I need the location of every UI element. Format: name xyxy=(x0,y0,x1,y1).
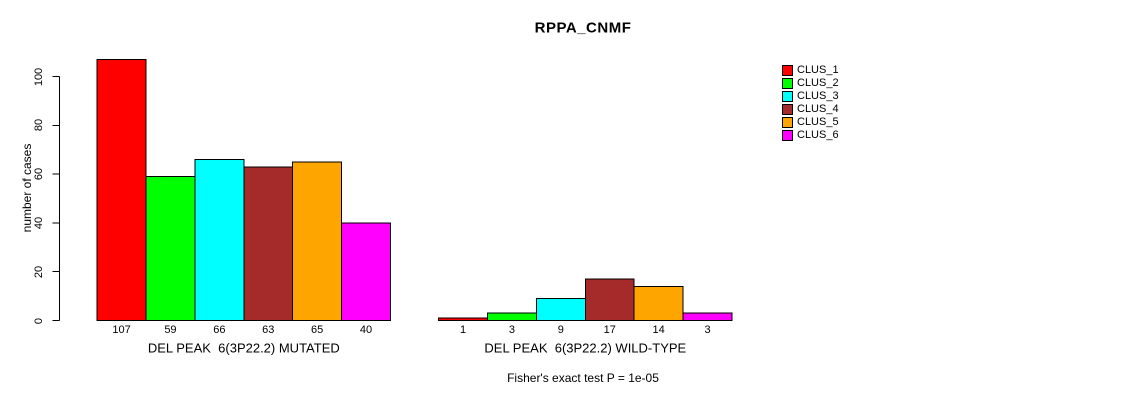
legend: CLUS_1 CLUS_2 CLUS_3 CLUS_4 CLUS_5 CLUS_6 xyxy=(782,65,839,143)
bar-value-label: 14 xyxy=(652,324,665,336)
y-tick-label: 40 xyxy=(33,216,45,230)
bar-value-label: 66 xyxy=(213,324,226,336)
bar-clus_6-wild-type xyxy=(682,312,733,321)
legend-item-clus_6: CLUS_6 xyxy=(782,130,839,141)
bar-value-label: 3 xyxy=(704,324,711,336)
bar-value-label: 65 xyxy=(311,324,324,336)
bar-clus_3-wild-type xyxy=(535,298,586,322)
bar-value-label: 1 xyxy=(459,324,467,336)
y-tick-label: 100 xyxy=(33,67,45,86)
legend-item-clus_5: CLUS_5 xyxy=(782,117,839,128)
bar-value-label: 3 xyxy=(508,324,515,336)
legend-label: CLUS_1 xyxy=(797,64,839,76)
legend-label: CLUS_5 xyxy=(797,116,839,128)
legend-swatch-icon xyxy=(782,104,793,115)
bar-value-label: 63 xyxy=(262,324,275,336)
y-tick-label: 80 xyxy=(33,119,45,132)
bar-value-label: 17 xyxy=(603,324,616,336)
legend-swatch-icon xyxy=(782,130,793,141)
bar-clus_2-mutated xyxy=(145,176,196,321)
legend-label: CLUS_6 xyxy=(797,129,839,141)
y-tick-label: 0 xyxy=(33,317,45,324)
legend-swatch-icon xyxy=(782,117,793,128)
bar-clus_1-wild-type xyxy=(438,317,489,321)
legend-label: CLUS_4 xyxy=(797,103,839,115)
bar-clus_5-mutated xyxy=(292,161,343,321)
bar-clus_5-wild-type xyxy=(633,285,684,321)
bar-clus_4-mutated xyxy=(243,166,294,321)
x-axis-label-wild-type: DEL PEAK 6(3P22.2) WILD-TYPE xyxy=(484,340,687,356)
bar-value-label: 59 xyxy=(164,324,177,336)
bar-clus_6-mutated xyxy=(341,222,392,321)
y-tick-label: 60 xyxy=(33,167,45,181)
x-axis-label-mutated: DEL PEAK 6(3P22.2) MUTATED xyxy=(147,340,340,356)
bar-clus_1-mutated xyxy=(96,58,147,321)
chart-title: RPPA_CNMF xyxy=(534,19,632,37)
bar-value-label: 40 xyxy=(359,324,373,336)
bar-clus_2-wild-type xyxy=(487,312,537,321)
bar-clus_4-wild-type xyxy=(584,278,635,321)
legend-swatch-icon xyxy=(782,78,793,89)
legend-item-clus_3: CLUS_3 xyxy=(782,91,839,102)
y-tick-label: 20 xyxy=(33,265,45,278)
legend-label: CLUS_3 xyxy=(797,90,839,102)
legend-item-clus_4: CLUS_4 xyxy=(782,104,839,115)
fisher-test-caption: Fisher's exact test P = 1e-05 xyxy=(507,371,659,385)
legend-swatch-icon xyxy=(782,65,793,76)
bar-value-label: 107 xyxy=(112,324,131,336)
bar-value-label: 9 xyxy=(557,324,564,336)
legend-swatch-icon xyxy=(782,91,793,102)
legend-item-clus_1: CLUS_1 xyxy=(782,65,839,76)
bar-clus_3-mutated xyxy=(194,158,245,321)
legend-item-clus_2: CLUS_2 xyxy=(782,78,839,89)
legend-label: CLUS_2 xyxy=(797,77,839,89)
